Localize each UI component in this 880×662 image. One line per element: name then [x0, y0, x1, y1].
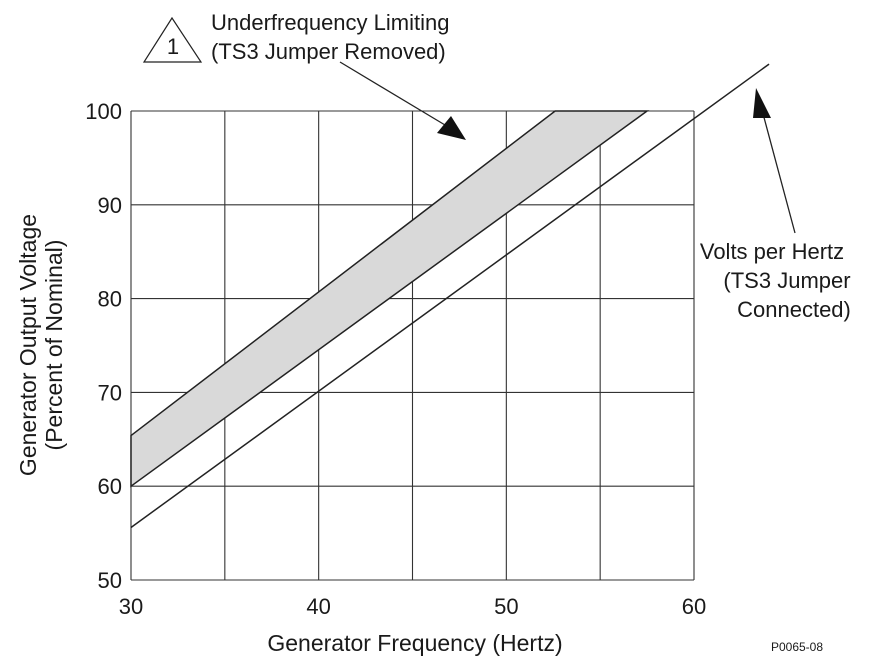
- y-axis-title: Generator Output Voltage (Percent of Nom…: [15, 214, 67, 476]
- underfrequency-arrowhead: [437, 116, 466, 140]
- series-lines: [130, 63, 770, 529]
- y-tick-label-50: 50: [98, 568, 122, 593]
- vph-label-line-2: (TS3 Jumper: [723, 268, 850, 293]
- underfrequency-pointer-line: [339, 61, 446, 126]
- tick-labels: 50 60 70 80 90 100 30 40 50 60: [85, 99, 706, 619]
- underfrequency-band: [130, 110, 650, 488]
- y-tick-label-90: 90: [98, 193, 122, 218]
- vph-label-line-1: Volts per Hertz: [700, 239, 844, 264]
- x-tick-label-40: 40: [306, 594, 330, 619]
- x-tick-label-60: 60: [682, 594, 706, 619]
- vph-label-line-3: Connected): [737, 297, 851, 322]
- y-tick-label-70: 70: [98, 380, 122, 405]
- y-tick-label-60: 60: [98, 474, 122, 499]
- y-tick-label-80: 80: [98, 287, 122, 312]
- x-tick-label-30: 30: [119, 594, 143, 619]
- vph-arrowhead: [753, 88, 771, 118]
- y-axis-title-line-1: Generator Output Voltage: [15, 214, 41, 476]
- vph-pointer-line: [761, 109, 796, 234]
- underfrequency-label-line-1: Underfrequency Limiting: [211, 10, 449, 35]
- underfrequency-label-line-2: (TS3 Jumper Removed): [211, 39, 446, 64]
- volts-per-hertz-callout: Volts per Hertz (TS3 Jumper Connected): [700, 88, 851, 322]
- x-axis-title: Generator Frequency (Hertz): [267, 630, 562, 656]
- y-axis-title-line-2: (Percent of Nominal): [41, 240, 67, 451]
- callout-triangle-marker: [142, 16, 203, 63]
- grid-lines: [130, 110, 695, 581]
- underfrequency-limiting-band: [130, 110, 650, 488]
- callout-marker-number: 1: [167, 34, 179, 59]
- figure-id: P0065-08: [771, 640, 823, 654]
- y-tick-label-100: 100: [85, 99, 122, 124]
- x-tick-label-50: 50: [494, 594, 518, 619]
- underfrequency-callout: 1 Underfrequency Limiting (TS3 Jumper Re…: [142, 10, 466, 140]
- volts-per-hertz-line: [130, 63, 770, 529]
